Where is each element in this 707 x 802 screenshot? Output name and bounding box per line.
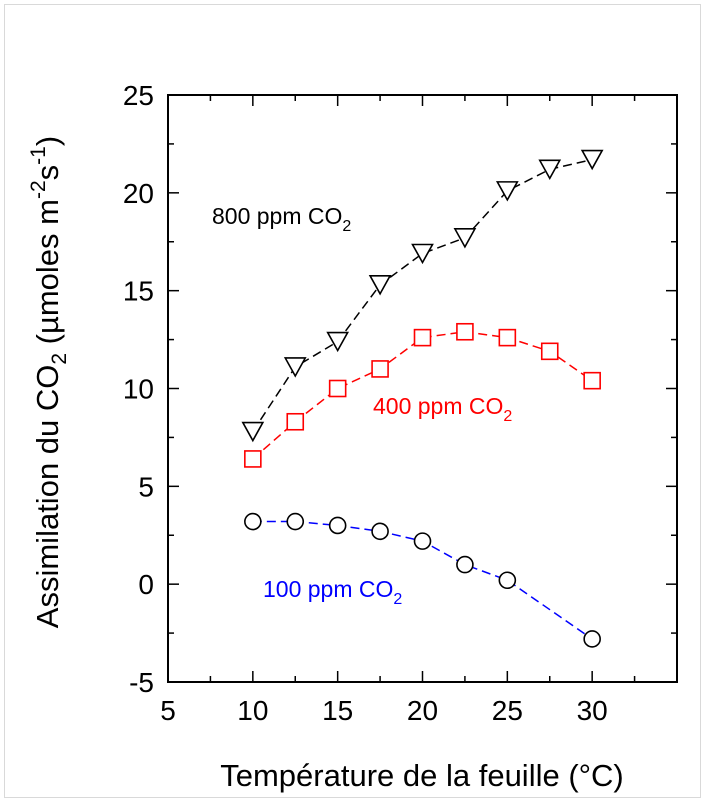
x-tick-label: 10 — [237, 695, 268, 726]
y-tick-label: 10 — [123, 374, 154, 405]
tick-labels: 5 10 15 20 25 30 -5 0 5 10 15 20 25 — [123, 80, 608, 726]
y-axis-title-main: Assimilation du CO — [30, 365, 65, 629]
data-point-0 — [453, 228, 477, 249]
data-point-0 — [241, 421, 265, 443]
series-label-400-main: 400 ppm CO — [373, 393, 503, 419]
data-point-2 — [583, 630, 601, 648]
y-tick-label: 0 — [138, 569, 154, 600]
data-point-0 — [283, 357, 307, 378]
x-tick-label: 5 — [160, 695, 176, 726]
y-tick-label: 20 — [123, 178, 154, 209]
data-point-1 — [286, 412, 305, 431]
series-markers — [241, 149, 604, 648]
series-label-400-sub: 2 — [503, 408, 512, 425]
series-line-1 — [252, 330, 593, 460]
data-point-0 — [411, 243, 434, 265]
y-axis-title: Assimilation du CO2 (µmoles m-2s-1) — [27, 136, 71, 628]
data-point-1 — [583, 371, 601, 390]
data-point-2 — [328, 516, 347, 535]
x-tick-label: 15 — [322, 695, 353, 726]
data-point-0 — [368, 274, 392, 296]
y-tick-label: 5 — [138, 471, 154, 502]
data-point-0 — [538, 159, 562, 181]
y-tick-label: 15 — [123, 276, 154, 307]
series-label-100-sub: 2 — [393, 591, 402, 608]
chart-frame — [4, 4, 701, 798]
data-point-1 — [498, 328, 517, 347]
data-point-2 — [498, 571, 517, 590]
data-point-1 — [371, 360, 389, 378]
data-point-0 — [580, 149, 604, 171]
data-point-0 — [326, 331, 350, 353]
series-label-100: 100 ppm CO2 — [263, 576, 402, 608]
x-tick-label: 30 — [577, 695, 608, 726]
data-point-2 — [286, 512, 305, 531]
data-point-2 — [456, 555, 474, 574]
y-axis-title-s: s — [30, 165, 65, 181]
y-axis-title-end: ) — [30, 136, 65, 146]
y-tick-label: -5 — [129, 667, 154, 698]
x-tick-label: 25 — [492, 695, 523, 726]
y-axis-title-sup2: -1 — [27, 146, 50, 165]
data-point-2 — [413, 532, 432, 550]
data-point-1 — [328, 379, 347, 398]
data-point-1 — [456, 322, 474, 341]
data-point-2 — [244, 512, 262, 531]
y-axis-title-sub: 2 — [48, 353, 71, 365]
series-label-800: 800 ppm CO2 — [212, 203, 351, 235]
data-point-0 — [495, 181, 519, 202]
x-tick-label: 20 — [407, 695, 438, 726]
data-point-1 — [413, 328, 432, 347]
data-point-2 — [371, 522, 389, 541]
x-axis-title: Température de la feuille (°C) — [220, 758, 624, 793]
y-axis-title-sup1: -2 — [27, 180, 50, 199]
series-label-400: 400 ppm CO2 — [373, 393, 512, 425]
series-line-0 — [252, 158, 593, 432]
y-axis-title-mid: (µmoles m — [30, 199, 65, 353]
data-point-1 — [540, 342, 559, 361]
series-label-100-main: 100 ppm CO — [263, 576, 393, 602]
data-point-1 — [244, 450, 262, 468]
series-label-800-sub: 2 — [342, 218, 351, 235]
y-tick-label: 25 — [123, 80, 154, 111]
axis-ticks — [167, 94, 678, 683]
series-label-800-main: 800 ppm CO — [212, 203, 342, 229]
